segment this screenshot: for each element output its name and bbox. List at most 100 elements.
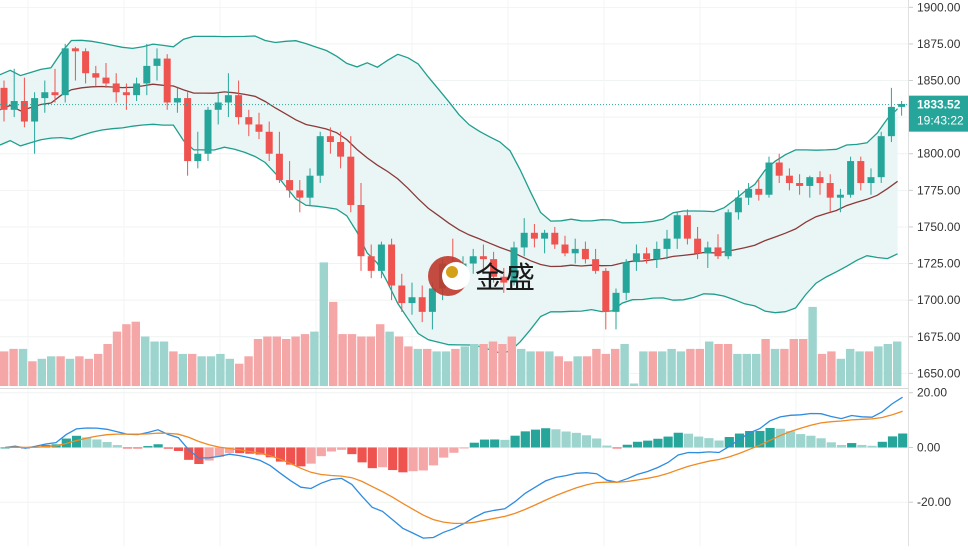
- volume-bar: [507, 336, 516, 386]
- histogram-bar: [479, 439, 490, 448]
- candle: [214, 92, 222, 125]
- candle: [255, 112, 263, 140]
- candle-body: [204, 109, 212, 154]
- volume-bar: [366, 336, 375, 386]
- histogram-bar: [530, 429, 541, 448]
- candle-body: [265, 131, 273, 154]
- histogram-bar: [592, 438, 602, 448]
- volume-bar: [827, 351, 836, 386]
- volume-bar: [94, 353, 103, 386]
- candle-body: [765, 162, 773, 195]
- candle-body: [224, 95, 232, 103]
- candle: [286, 161, 294, 198]
- candle: [112, 73, 120, 103]
- candle: [520, 218, 528, 257]
- candle-body: [592, 259, 600, 271]
- macd-signal-line: [4, 410, 903, 525]
- histogram-bar: [102, 442, 112, 448]
- candle: [714, 234, 722, 260]
- volume-bar: [178, 353, 187, 386]
- volume-bar: [601, 353, 610, 386]
- candle-body: [806, 177, 814, 186]
- candle: [643, 247, 651, 264]
- price-tick-label: 1725.00: [917, 257, 961, 271]
- candle-body: [173, 98, 181, 103]
- histogram-bar: [112, 445, 122, 448]
- histogram-bar: [316, 447, 326, 457]
- volume-bar: [394, 336, 404, 386]
- histogram-bar: [877, 441, 887, 448]
- volume-bar: [253, 339, 263, 386]
- candle: [836, 188, 844, 213]
- histogram-bar: [133, 447, 143, 449]
- candle: [306, 168, 314, 205]
- histogram-bar: [388, 447, 398, 471]
- candle-body: [408, 297, 416, 304]
- candle-body: [683, 215, 691, 239]
- histogram-bar: [571, 432, 581, 448]
- volume-bar: [0, 351, 9, 386]
- histogram-bar: [734, 433, 745, 448]
- volume-bar: [235, 363, 244, 386]
- indicator-axis[interactable]: 20.00 0.00 -20.00: [908, 386, 951, 509]
- candle-body: [143, 65, 151, 84]
- candle: [347, 136, 355, 213]
- histogram-bar: [785, 431, 796, 448]
- candle: [122, 83, 130, 110]
- volume-bar: [752, 353, 761, 386]
- candle: [683, 209, 691, 245]
- candle-body: [286, 180, 294, 191]
- candle-body: [275, 153, 283, 181]
- histogram-bar: [826, 442, 836, 448]
- volume-bar: [37, 358, 46, 386]
- candle-body: [581, 248, 589, 260]
- volume-bar: [329, 301, 338, 386]
- candle-body: [622, 262, 630, 293]
- candle-body: [561, 244, 569, 254]
- candle: [877, 131, 885, 184]
- candle-body: [847, 161, 855, 195]
- candle-body: [326, 136, 334, 143]
- volume-bar: [225, 358, 234, 386]
- volume-bar: [112, 331, 122, 386]
- candle-body: [724, 212, 732, 257]
- candle-body: [20, 101, 28, 122]
- volume-bar: [300, 334, 310, 386]
- histogram-bar: [632, 441, 643, 448]
- histogram-bar: [490, 439, 500, 448]
- volume-bar: [470, 344, 479, 386]
- volume-bar: [413, 348, 422, 386]
- candle-body: [469, 256, 477, 264]
- candle: [734, 190, 742, 220]
- candle: [275, 131, 283, 184]
- volume-bar: [103, 344, 112, 386]
- histogram-bar: [163, 447, 173, 449]
- histogram-bar: [796, 434, 806, 448]
- price-axis[interactable]: 1900.001875.001850.001825.001800.001775.…: [908, 0, 968, 380]
- candle: [887, 87, 895, 143]
- candle-body: [500, 276, 508, 283]
- volume-bar: [808, 306, 817, 386]
- volume-bar: [56, 356, 65, 386]
- candle: [20, 77, 28, 128]
- volume-bar: [460, 346, 469, 386]
- volume-bar: [451, 348, 460, 386]
- candle-body: [41, 92, 49, 99]
- histogram-bar: [326, 447, 337, 452]
- volume-bar: [188, 353, 197, 386]
- price-tick-label: 1650.00: [917, 366, 961, 380]
- volume-bar: [817, 353, 827, 386]
- candle-body: [551, 232, 559, 245]
- candle-body: [0, 87, 8, 110]
- indicator-tick-label: 20.00: [917, 386, 947, 400]
- candle: [31, 92, 39, 154]
- histogram-bar: [449, 447, 459, 453]
- volume-bar: [761, 339, 770, 386]
- volume-bar: [84, 358, 93, 386]
- volume-bar: [658, 351, 667, 386]
- histogram-bar: [347, 447, 357, 455]
- histogram-bar: [765, 427, 775, 448]
- histogram-bar: [173, 447, 184, 451]
